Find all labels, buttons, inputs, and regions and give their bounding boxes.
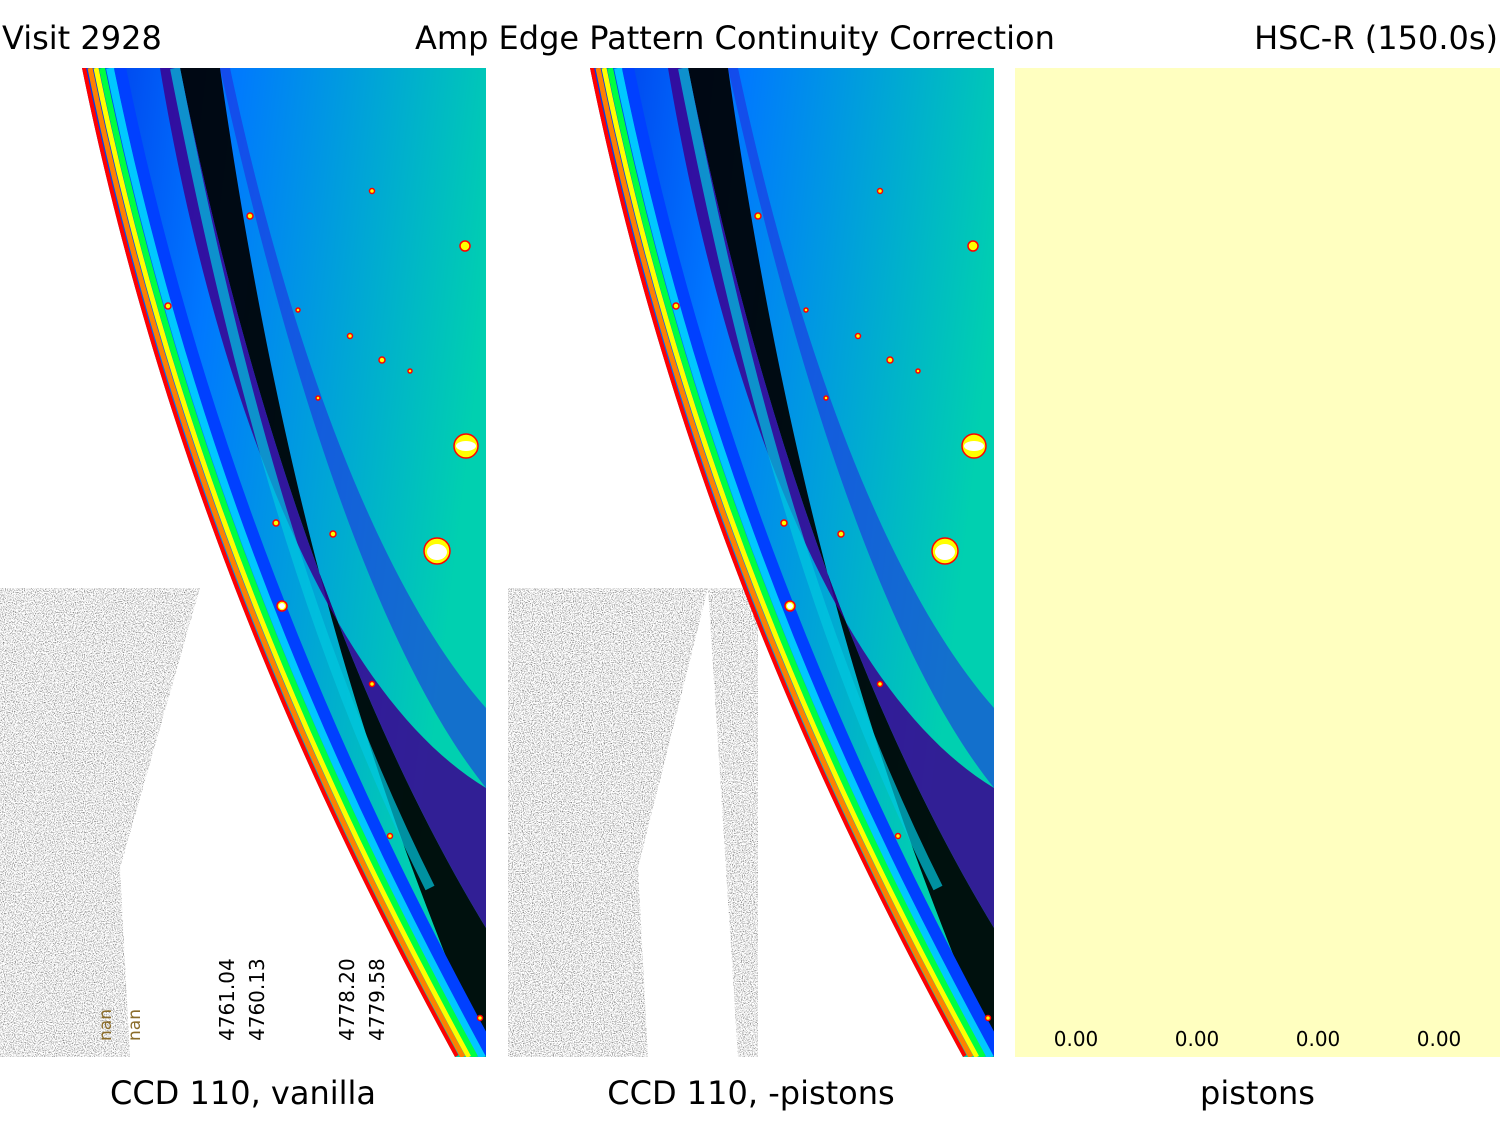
pistons-fill [1015, 68, 1500, 1057]
amp-label-6: 4779.58 [365, 958, 389, 1041]
amp-label-2: nan [125, 1009, 145, 1041]
ccd-image-corrected-render [508, 68, 994, 1057]
caption-corrected: CCD 110, -pistons [607, 1074, 895, 1112]
pistons-panel: 0.00 0.00 0.00 0.00 [1015, 68, 1500, 1057]
amp-label-5: 4778.20 [335, 958, 359, 1041]
piston-value-2: 0.00 [1174, 1027, 1220, 1051]
piston-value-4: 0.00 [1416, 1027, 1462, 1051]
amp-label-1: nan [96, 1009, 116, 1041]
piston-value-1: 0.00 [1053, 1027, 1099, 1051]
figure-title: Amp Edge Pattern Continuity Correction [415, 19, 1055, 57]
amp-label-3: 4761.04 [215, 958, 239, 1041]
ccd-image-vanilla-render [0, 68, 486, 1057]
ccd-image-vanilla: nan nan 4761.04 4760.13 4778.20 4779.58 [0, 68, 486, 1057]
piston-value-3: 0.00 [1295, 1027, 1341, 1051]
visit-title: Visit 2928 [2, 19, 162, 57]
caption-pistons: pistons [1200, 1074, 1315, 1112]
amp-label-4: 4760.13 [245, 958, 269, 1041]
ccd-image-corrected [508, 68, 994, 1057]
filter-title: HSC-R (150.0s) [1254, 19, 1498, 57]
caption-vanilla: CCD 110, vanilla [109, 1074, 377, 1112]
